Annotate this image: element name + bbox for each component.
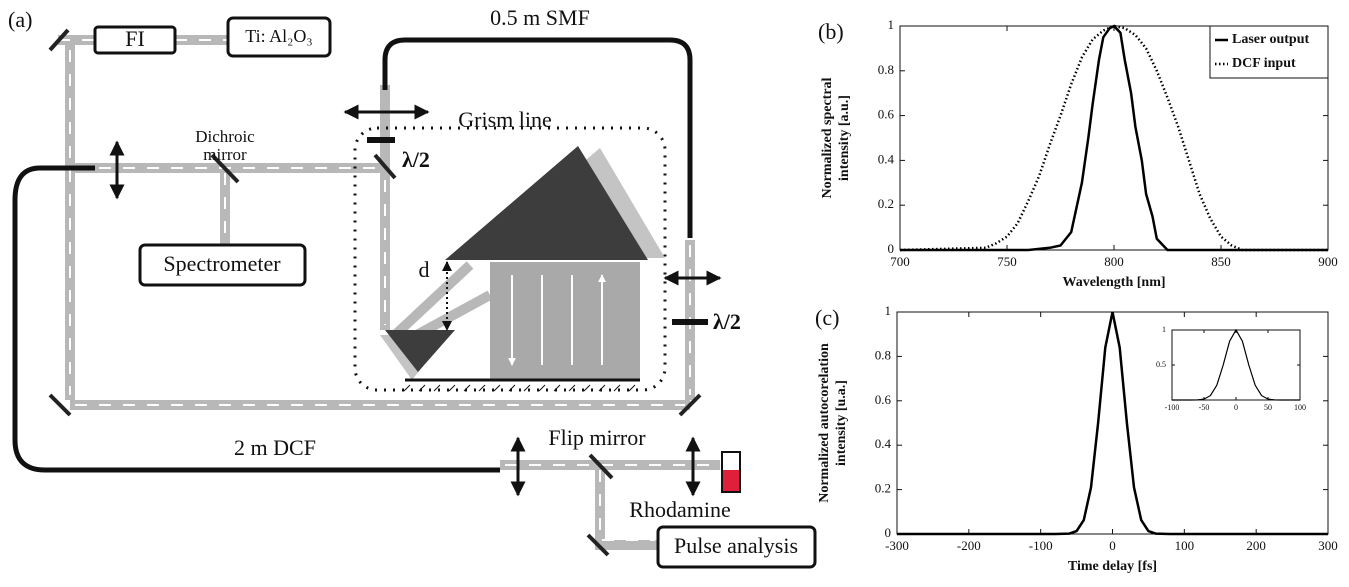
panel-label: (b) bbox=[818, 19, 844, 44]
half-wave-label: λ/2 bbox=[713, 309, 741, 334]
dichroic-label: Dichroic bbox=[195, 127, 255, 146]
fi-label: FI bbox=[125, 26, 145, 51]
y-tick-label: 0.2 bbox=[878, 196, 894, 211]
dcf-fiber bbox=[15, 168, 500, 470]
flip-label: Flip mirror bbox=[548, 425, 646, 450]
legend-label: Laser output bbox=[1232, 32, 1309, 47]
x-tick-label: 850 bbox=[1211, 254, 1231, 269]
x-tick-label: 50 bbox=[1264, 403, 1272, 412]
y-tick-label: 0 bbox=[885, 525, 892, 540]
pulse-label: Pulse analysis bbox=[674, 533, 798, 558]
x-tick-label: 0 bbox=[1109, 538, 1116, 553]
x-tick-label: 100 bbox=[1294, 403, 1306, 412]
dcf-label: 2 m DCF bbox=[234, 435, 316, 460]
x-tick-label: 300 bbox=[1318, 538, 1338, 553]
half-wave-label: λ/2 bbox=[402, 147, 430, 172]
x-tick-label: 750 bbox=[997, 254, 1017, 269]
spectrometer-label: Spectrometer bbox=[163, 251, 281, 276]
y-axis-label: Normalized spectral bbox=[820, 77, 835, 198]
x-axis-label: Wavelength [nm] bbox=[1062, 275, 1165, 290]
y-axis-label: intensity [a.u.] bbox=[837, 95, 852, 181]
x-tick-label: -100 bbox=[1029, 538, 1053, 553]
y-tick-label: 1 bbox=[885, 303, 892, 318]
y-tick-label: 0.8 bbox=[878, 62, 894, 77]
y-tick-label: 0.2 bbox=[875, 481, 891, 496]
panel-label: (c) bbox=[815, 305, 839, 330]
y-tick-label: 0.4 bbox=[875, 436, 892, 451]
x-tick-label: 900 bbox=[1318, 254, 1338, 269]
setup-diagram: (a) FI Ti: Al₂O₃ 0.5 m SMF Dichroic mirr… bbox=[8, 5, 815, 567]
panel-label: (a) bbox=[8, 7, 32, 32]
x-tick-label: 700 bbox=[890, 254, 910, 269]
y-tick-label: 0.6 bbox=[875, 392, 892, 407]
grism-label: Grism line bbox=[458, 107, 552, 132]
dichroic-label: mirror bbox=[203, 145, 247, 164]
x-tick-label: 800 bbox=[1104, 254, 1124, 269]
y-tick-label: 1 bbox=[888, 17, 895, 32]
plot-frame bbox=[1172, 330, 1300, 400]
x-tick-label: -200 bbox=[957, 538, 981, 553]
d-label: d bbox=[419, 257, 430, 282]
x-axis-label: Time delay [fs] bbox=[1068, 559, 1157, 574]
smf-label: 0.5 m SMF bbox=[490, 5, 590, 30]
x-tick-label: -300 bbox=[885, 538, 909, 553]
y-tick-label: 0.6 bbox=[878, 107, 895, 122]
dye-label: Rhodamine bbox=[629, 497, 730, 522]
x-tick-label: 0 bbox=[1234, 403, 1238, 412]
y-tick-label: 1 bbox=[1162, 325, 1166, 334]
x-tick-label: 200 bbox=[1246, 538, 1266, 553]
y-tick-label: 0.8 bbox=[875, 347, 891, 362]
laser-label: Ti: Al₂O₃ bbox=[245, 26, 312, 46]
x-tick-label: -50 bbox=[1199, 403, 1210, 412]
y-axis-label: Normalized autocorelation bbox=[817, 343, 832, 503]
figure: (a) FI Ti: Al₂O₃ 0.5 m SMF Dichroic mirr… bbox=[0, 0, 1349, 587]
y-tick-label: 0.5 bbox=[1156, 360, 1166, 369]
y-axis-label: intensity [u.a.] bbox=[834, 380, 849, 466]
x-tick-label: -100 bbox=[1165, 403, 1180, 412]
legend-label: DCF input bbox=[1232, 56, 1296, 71]
y-tick-label: 0 bbox=[888, 241, 895, 256]
y-tick-label: 0.4 bbox=[878, 151, 895, 166]
x-tick-label: 100 bbox=[1175, 538, 1195, 553]
